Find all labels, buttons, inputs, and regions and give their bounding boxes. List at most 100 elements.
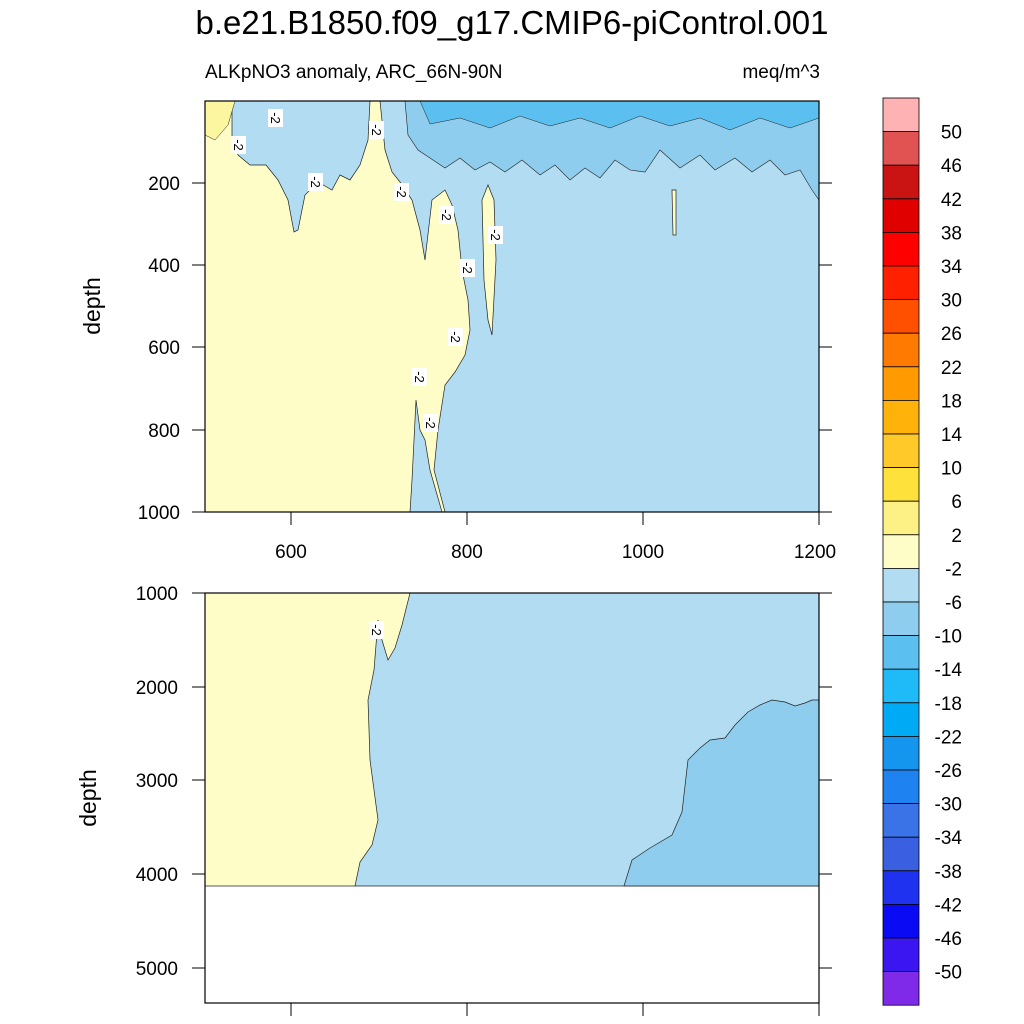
upper-y-ticks xyxy=(192,182,832,513)
colorbar-swatch xyxy=(882,668,920,704)
colorbar-swatch xyxy=(882,736,920,771)
colorbar-label: 50 xyxy=(941,123,962,144)
colorbar-swatch xyxy=(882,534,920,569)
lower-y-tick-label: 2000 xyxy=(136,678,178,699)
colorbar-label: -2 xyxy=(945,559,962,580)
contour-label: -2 xyxy=(369,624,384,636)
lower-y-tick-label: 5000 xyxy=(136,959,178,980)
contour-label: -2 xyxy=(488,229,503,241)
colorbar-label: 42 xyxy=(941,190,962,211)
colorbar-swatch xyxy=(882,500,920,536)
colorbar-label: 34 xyxy=(941,257,963,278)
upper-y-tick-label: 200 xyxy=(148,174,180,195)
contour-label: -2 xyxy=(412,371,427,383)
colorbar-label: 2 xyxy=(951,526,962,547)
colorbar-swatch xyxy=(882,299,920,334)
colorbar-label: -38 xyxy=(935,862,962,883)
colorbar-label: 38 xyxy=(941,223,962,244)
upper-y-axis-label: depth xyxy=(79,277,105,335)
lower-contour-labels: -2 xyxy=(369,621,384,639)
colorbar-swatch xyxy=(882,231,920,267)
contour-label: -2 xyxy=(439,209,454,221)
colorbar-label: 22 xyxy=(941,358,962,379)
upper-x-ticks xyxy=(290,512,820,525)
lower-x-ticks xyxy=(290,1003,820,1016)
colorbar: 50 46 42 38 34 30 26 22 18 14 10 6 2 -2 -6 -10 -14 -18 -22… xyxy=(882,97,963,1006)
upper-contour-labels: -2 -2 -2 -2 -2 -2 -2 -2 -2 -2 -2 xyxy=(231,109,503,432)
colorbar-label: -18 xyxy=(935,694,962,715)
colorbar-label: -22 xyxy=(935,727,962,748)
colorbar-label: -34 xyxy=(935,828,963,849)
contour-label: -2 xyxy=(423,417,438,429)
upper-y-tick-label: 800 xyxy=(148,421,180,442)
chart-subtitle-variable: ALKpNO3 anomaly, ARC_66N-90N xyxy=(205,62,503,83)
contour-label: -2 xyxy=(231,139,246,151)
colorbar-swatch xyxy=(882,433,920,468)
upper-region-blue-left xyxy=(231,100,371,233)
colorbar-label: 10 xyxy=(941,459,962,480)
colorbar-swatch xyxy=(882,702,920,737)
contour-label: -2 xyxy=(268,112,283,124)
upper-panel: 200 400 600 800 1000 600 800 1000 1200 d… xyxy=(79,100,836,563)
upper-region-spike xyxy=(481,184,497,336)
colorbar-swatch xyxy=(882,769,920,804)
chart-subtitle-units: meq/m^3 xyxy=(742,62,820,83)
chart-title: b.e21.B1850.f09_g17.CMIP6-piControl.001 xyxy=(195,4,829,41)
contour-label: -2 xyxy=(460,262,475,274)
colorbar-label: 18 xyxy=(941,391,962,412)
contour-label: -2 xyxy=(448,331,463,343)
colorbar-label: -10 xyxy=(935,627,962,648)
lower-region-neg10-neg6 xyxy=(623,699,820,887)
contour-label: -2 xyxy=(394,186,409,198)
colorbar-swatch xyxy=(882,97,920,132)
colorbar-label: -30 xyxy=(935,795,962,816)
lower-plot-border xyxy=(204,592,820,1004)
colorbar-label: -50 xyxy=(935,963,962,984)
colorbar-swatch xyxy=(882,198,920,233)
colorbar-swatch xyxy=(882,467,920,502)
colorbar-label: 30 xyxy=(941,291,962,312)
colorbar-swatch xyxy=(882,803,920,838)
colorbar-swatch xyxy=(882,601,920,636)
colorbar-label: 46 xyxy=(941,156,962,177)
colorbar-swatch xyxy=(882,870,920,905)
colorbar-label: -42 xyxy=(935,895,962,916)
colorbar-swatch xyxy=(882,937,920,972)
colorbar-label: -6 xyxy=(945,593,962,614)
upper-x-tick-label: 1200 xyxy=(794,542,836,563)
upper-y-tick-label: 400 xyxy=(148,256,180,277)
lower-panel: 1000 2000 3000 4000 5000 depth -2 xyxy=(75,584,832,1016)
colorbar-label: 26 xyxy=(941,324,962,345)
lower-y-tick-label: 3000 xyxy=(136,771,178,792)
colorbar-swatch xyxy=(882,164,920,200)
lower-y-tick-label: 1000 xyxy=(136,584,178,605)
upper-x-tick-label: 800 xyxy=(451,542,483,563)
lower-y-ticks xyxy=(192,592,832,969)
upper-x-tick-label: 1000 xyxy=(622,542,664,563)
lower-y-tick-label: 4000 xyxy=(136,865,178,886)
colorbar-swatch xyxy=(882,265,920,300)
lower-y-axis-label: depth xyxy=(75,769,101,827)
colorbar-swatch xyxy=(882,332,920,368)
upper-region-neg10-neg6 xyxy=(404,100,820,201)
lower-region-neg2-2 xyxy=(204,592,411,887)
upper-region-neg2-2 xyxy=(204,100,471,513)
upper-region-neg14-neg10 xyxy=(419,100,820,131)
colorbar-label: 14 xyxy=(941,425,963,446)
colorbar-swatch xyxy=(882,904,920,939)
colorbar-swatch xyxy=(882,836,920,872)
colorbar-swatch xyxy=(882,366,920,401)
contour-label: -2 xyxy=(369,124,384,136)
colorbar-label: -14 xyxy=(935,660,963,681)
upper-plot-border xyxy=(204,100,820,513)
colorbar-label: -46 xyxy=(935,929,962,950)
contour-label: -2 xyxy=(308,176,323,188)
colorbar-label: -26 xyxy=(935,761,962,782)
upper-y-tick-label: 600 xyxy=(148,338,180,359)
upper-region-spike-far xyxy=(671,189,677,236)
upper-x-tick-label: 600 xyxy=(275,542,307,563)
colorbar-swatch xyxy=(882,635,920,670)
colorbar-label: 6 xyxy=(951,492,962,513)
colorbar-swatch xyxy=(882,971,920,1006)
upper-y-tick-label: 1000 xyxy=(138,503,180,524)
